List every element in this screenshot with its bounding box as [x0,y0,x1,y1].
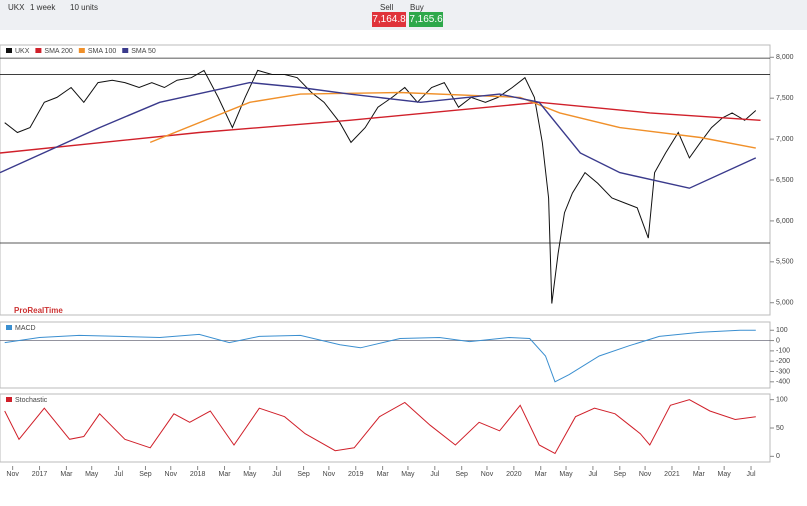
series-line [149,91,756,149]
y-tick-label: 6,000 [776,218,794,225]
series-line [0,81,757,189]
legend-swatch [6,397,12,402]
x-tick-label: Jul [272,471,281,478]
y-tick-label: 7,000 [776,136,794,143]
legend-swatch [78,48,85,53]
x-tick-label: Mar [377,471,390,478]
x-tick-label: Jul [588,471,597,478]
legend-label: SMA 50 [131,48,156,55]
legend-label: SMA 200 [44,48,73,55]
x-tick-label: May [559,471,573,478]
x-tick-label: Mar [535,471,548,478]
x-tick-label: Mar [693,471,706,478]
y-tick-label: 7,500 [776,95,794,102]
units[interactable]: 10 units [70,3,99,12]
legend-label: SMA 100 [88,48,117,55]
x-tick-label: 2020 [506,471,522,478]
series-line [4,329,756,383]
legend-label: Stochastic [15,397,48,404]
y-tick-label: -200 [776,358,790,365]
legend-label: MACD [15,325,36,332]
chart: ProRealTime 5,000 5,500 6,000 6,500 7,000 7,5… [0,30,807,506]
x-tick-label: Mar [60,471,73,478]
legend-swatch [6,48,12,53]
toolbar: UKX 1 week 10 units Sell Buy 7,164.8 7,1… [0,0,807,31]
x-tick-label: May [85,471,99,478]
legend-label: UKX [15,48,30,55]
y-tick-label: 5,000 [776,300,794,307]
y-tick-label: 0 [776,453,780,460]
x-tick-label: Jul [114,471,123,478]
y-tick-label: 50 [776,425,784,432]
x-tick-label: 2018 [190,471,206,478]
y-tick-label: -400 [776,379,790,386]
sell-price[interactable]: 7,164.8 [372,12,406,27]
logo: ProRealTime [14,306,63,315]
x-tick-label: 2021 [664,471,680,478]
x-tick-label: Mar [218,471,231,478]
x-tick-label: Nov [165,471,178,478]
buy-label: Buy [410,3,424,12]
sell-label: Sell [380,3,394,12]
x-tick-label: Nov [323,471,336,478]
x-tick-label: Nov [481,471,494,478]
background [0,30,807,506]
y-tick-label: -100 [776,348,790,355]
buy-price[interactable]: 7,165.6 [409,12,443,27]
symbol[interactable]: UKX [8,3,25,12]
x-tick-label: Nov [639,471,652,478]
x-tick-label: May [718,471,732,478]
legend-swatch [6,325,12,330]
x-tick-label: Jul [747,471,756,478]
series-line [4,399,756,455]
legend-swatch [122,48,129,53]
y-tick-label: 0 [776,337,780,344]
x-tick-label: 2017 [32,471,48,478]
y-tick-label: 100 [776,397,788,404]
x-tick-label: May [243,471,257,478]
x-tick-label: Jul [430,471,439,478]
y-tick-label: 6,500 [776,177,794,184]
legend-swatch [35,48,42,53]
x-tick-label: Sep [297,471,310,478]
y-tick-label: -300 [776,368,790,375]
y-tick-label: 5,500 [776,259,794,266]
x-tick-label: 2019 [348,471,364,478]
x-tick-label: Sep [455,471,468,478]
y-tick-label: 8,000 [776,54,794,61]
x-tick-label: Nov [6,471,19,478]
x-tick-label: May [401,471,415,478]
panel [0,321,771,389]
timeframe[interactable]: 1 week [30,3,56,12]
x-tick-label: Sep [139,471,152,478]
y-tick-label: 100 [776,327,788,334]
x-tick-label: Sep [614,471,627,478]
